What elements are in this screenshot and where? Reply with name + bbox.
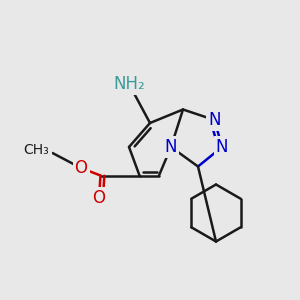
Text: N: N: [216, 138, 228, 156]
Text: N: N: [165, 138, 177, 156]
Text: NH₂: NH₂: [113, 75, 145, 93]
Text: CH₃: CH₃: [24, 143, 50, 157]
Text: O: O: [74, 159, 88, 177]
Text: N: N: [208, 111, 221, 129]
Text: O: O: [92, 189, 106, 207]
